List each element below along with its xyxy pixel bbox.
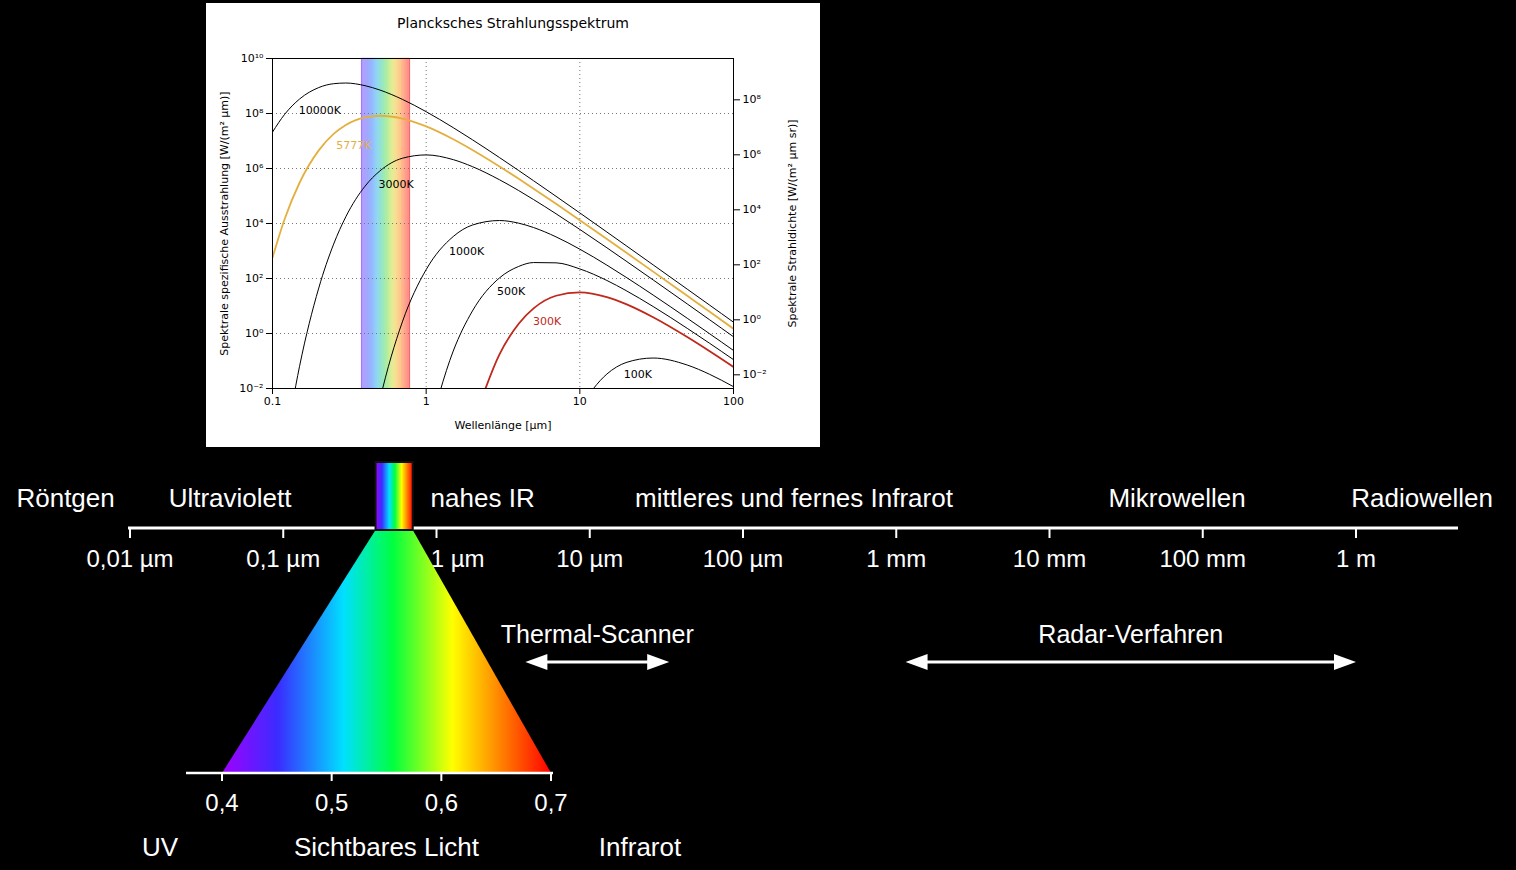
- svg-text:10 µm: 10 µm: [556, 545, 623, 572]
- svg-text:UV: UV: [142, 832, 179, 862]
- svg-text:1: 1: [423, 395, 430, 408]
- svg-text:Wellenlänge [µm]: Wellenlänge [µm]: [454, 419, 551, 432]
- svg-text:0,7: 0,7: [534, 789, 567, 816]
- svg-text:mittleres und fernes Infrarot: mittleres und fernes Infrarot: [635, 483, 954, 513]
- svg-text:Radar-Verfahren: Radar-Verfahren: [1038, 620, 1223, 648]
- svg-text:100 µm: 100 µm: [703, 545, 784, 572]
- svg-text:10⁴: 10⁴: [245, 217, 264, 230]
- svg-text:Radiowellen: Radiowellen: [1351, 483, 1493, 513]
- svg-text:10²: 10²: [743, 258, 761, 271]
- svg-text:0,01 µm: 0,01 µm: [86, 545, 173, 572]
- svg-text:10⁻²: 10⁻²: [239, 382, 263, 395]
- svg-text:100K: 100K: [624, 368, 653, 381]
- svg-text:100: 100: [723, 395, 744, 408]
- html-text:Plancksches Strahlungsspektrum: Plancksches Strahlungsspektrum: [397, 15, 629, 31]
- svg-text:Sichtbares Licht: Sichtbares Licht: [294, 832, 480, 862]
- svg-text:10⁰: 10⁰: [245, 327, 264, 340]
- svg-text:Spektrale spezifische Ausstrah: Spektrale spezifische Ausstrahlung [W/(m…: [218, 91, 231, 355]
- svg-text:1 m: 1 m: [1336, 545, 1376, 572]
- svg-text:Mikrowellen: Mikrowellen: [1108, 483, 1245, 513]
- svg-text:3000K: 3000K: [379, 178, 415, 191]
- svg-text:100 mm: 100 mm: [1159, 545, 1246, 572]
- svg-text:Röntgen: Röntgen: [16, 483, 114, 513]
- svg-text:0,1 µm: 0,1 µm: [246, 545, 320, 572]
- svg-text:0,6: 0,6: [425, 789, 458, 816]
- svg-text:1 mm: 1 mm: [866, 545, 926, 572]
- svg-text:10²: 10²: [245, 272, 263, 285]
- svg-text:10⁶: 10⁶: [245, 162, 264, 175]
- svg-text:1 µm: 1 µm: [431, 545, 485, 572]
- svg-text:Infrarot: Infrarot: [599, 832, 682, 862]
- svg-text:nahes IR: nahes IR: [431, 483, 535, 513]
- svg-text:10⁻²: 10⁻²: [743, 368, 767, 381]
- svg-text:10 mm: 10 mm: [1013, 545, 1086, 572]
- svg-text:0.1: 0.1: [264, 395, 282, 408]
- svg-text:0,4: 0,4: [205, 789, 238, 816]
- svg-text:500K: 500K: [497, 285, 526, 298]
- svg-text:10⁶: 10⁶: [743, 148, 762, 161]
- svg-text:1000K: 1000K: [449, 245, 485, 258]
- svg-text:10: 10: [573, 395, 587, 408]
- svg-text:10⁴: 10⁴: [743, 203, 762, 216]
- svg-text:Ultraviolett: Ultraviolett: [169, 483, 293, 513]
- svg-text:10⁸: 10⁸: [743, 93, 762, 106]
- svg-text:Spektrale Strahldichte [W/(m²: Spektrale Strahldichte [W/(m² µm sr)]: [786, 119, 799, 327]
- svg-text:5777K: 5777K: [336, 139, 372, 152]
- svg-text:300K: 300K: [533, 315, 562, 328]
- svg-text:Thermal-Scanner: Thermal-Scanner: [501, 620, 694, 648]
- svg-text:0,5: 0,5: [315, 789, 348, 816]
- svg-text:10¹⁰: 10¹⁰: [241, 52, 264, 65]
- svg-text:10000K: 10000K: [299, 104, 342, 117]
- svg-text:10⁸: 10⁸: [245, 107, 264, 120]
- svg-text:10⁰: 10⁰: [743, 313, 762, 326]
